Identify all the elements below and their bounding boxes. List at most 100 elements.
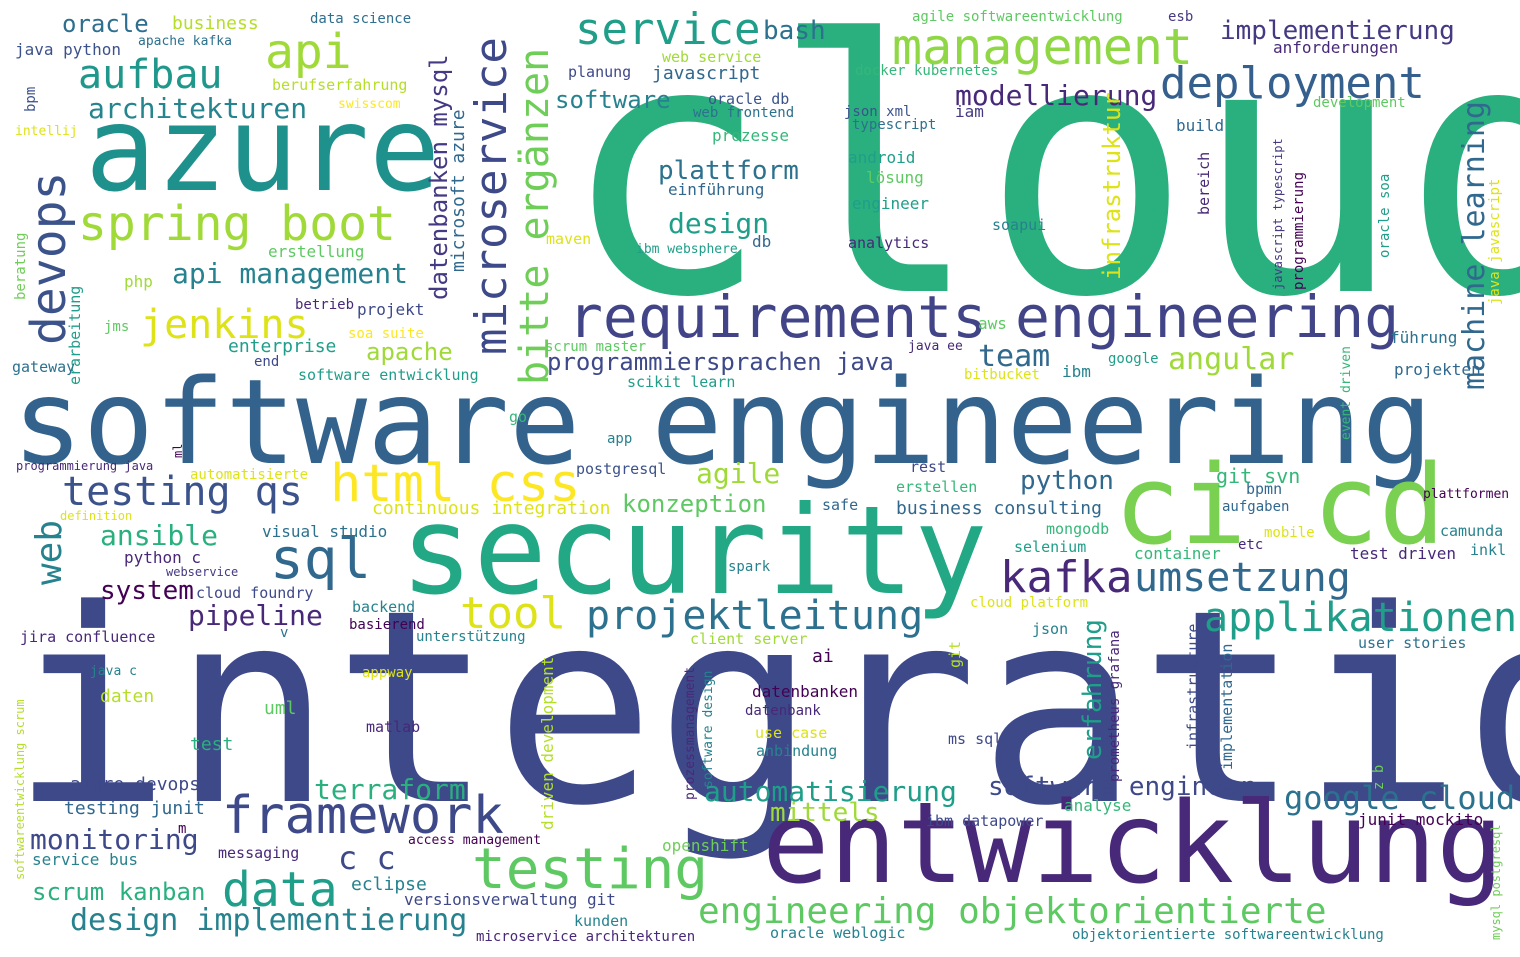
word-cloud-term: google [1108, 351, 1159, 367]
word-cloud-term: system [100, 576, 194, 606]
word-cloud-term: service bus [32, 850, 138, 869]
word-cloud-term: mysql postgresql [1489, 824, 1503, 940]
word-cloud-term: javascript typescript [1271, 138, 1285, 290]
word-cloud-term: programmierung [1291, 171, 1307, 290]
word-cloud-term: anforderungen [1273, 38, 1399, 57]
word-cloud-term: oracle [62, 10, 149, 38]
word-cloud-term: software entwicklung [298, 366, 479, 384]
word-cloud-term: spring boot [78, 196, 396, 252]
word-cloud-term: end [254, 354, 280, 370]
word-cloud-term: erfahrung [1078, 619, 1108, 760]
word-cloud-term: prozessmanagement [683, 666, 698, 800]
word-cloud-term: aufgaben [1222, 499, 1290, 515]
word-cloud-term: engineering objektorientierte [698, 891, 1327, 932]
word-cloud-term: python c [124, 548, 202, 567]
word-cloud-term: api [265, 24, 352, 80]
word-cloud-term: use case [755, 724, 828, 742]
word-cloud-term: go [509, 408, 528, 426]
word-cloud-term: terraform [314, 773, 466, 806]
word-cloud-term: datenbank [745, 703, 821, 719]
word-cloud-term: ibm websphere [636, 242, 738, 257]
word-cloud-term: erstellen [896, 478, 978, 496]
word-cloud-term: soapui [992, 216, 1047, 234]
word-cloud-term: apache [366, 338, 453, 366]
word-cloud-term: user stories [1358, 634, 1467, 652]
word-cloud-term: swisscom [338, 97, 401, 112]
word-cloud-term: management [892, 18, 1194, 76]
word-cloud-term: iam [955, 102, 984, 121]
word-cloud-term: apache kafka [138, 34, 232, 49]
word-cloud-term: framework [222, 786, 504, 846]
word-cloud-term: software design [701, 670, 716, 788]
word-cloud-term: einführung [668, 180, 765, 199]
word-cloud-term: engineering [1015, 283, 1400, 351]
word-cloud-term: projektleitung [586, 593, 924, 639]
word-cloud-term: oracle weblogic [770, 924, 906, 942]
word-cloud-term: programmierung java [16, 459, 154, 473]
word-cloud-term: m [178, 821, 187, 837]
word-cloud-term: bereich [1195, 151, 1213, 215]
word-cloud-term: microservice architekturen [476, 929, 696, 945]
word-cloud-term: plattform [658, 156, 799, 186]
word-cloud-term: projekt [357, 300, 425, 319]
word-cloud-term: junit mockito [1358, 810, 1484, 829]
word-cloud-term: mongodb [1046, 520, 1110, 538]
word-cloud-term: beratung [13, 232, 29, 300]
word-cloud-term: mittels [770, 798, 880, 828]
word-cloud-term: applikationen [1204, 595, 1518, 641]
word-cloud-term: v [280, 625, 289, 641]
word-cloud-term: etc [1238, 537, 1264, 553]
word-cloud-term: ibm [1062, 362, 1091, 381]
word-cloud-term: container [1134, 544, 1221, 563]
word-cloud-term: api management [172, 257, 409, 290]
word-cloud-term: scrum kanban [32, 878, 206, 906]
word-cloud-term: docker kubernetes [855, 63, 999, 79]
word-cloud-term: automatisierung [704, 775, 957, 808]
word-cloud-term: selenium [1014, 538, 1087, 556]
word-cloud-term: java python [15, 40, 121, 59]
word-cloud-term: app [607, 431, 633, 447]
word-cloud-term: android [848, 148, 916, 167]
word-cloud-term: web frontend [693, 105, 795, 121]
word-cloud-term: architekturen [88, 92, 308, 125]
word-cloud-term: bpm [23, 86, 39, 112]
word-cloud-term: requirements [568, 283, 988, 351]
word-cloud-term: driven development [538, 656, 557, 830]
word-cloud-term: team [978, 339, 1051, 374]
word-cloud-term: event driven [1339, 346, 1354, 440]
word-cloud-term: access management [408, 833, 542, 848]
word-cloud-term: führung [1390, 328, 1458, 347]
word-cloud-term: implementation [1218, 643, 1236, 770]
word-cloud-term: appway [362, 665, 413, 681]
word-cloud-term: ci cd [1114, 441, 1446, 569]
word-cloud-term: bpmn [1246, 480, 1283, 498]
word-cloud-term: business [172, 13, 259, 34]
word-cloud-term: objektorientierte softwareentwicklung [1072, 927, 1384, 943]
word-cloud-term: testing qs [62, 469, 303, 515]
word-cloud-term: java ee [908, 339, 963, 354]
word-cloud-term: deployment [1160, 58, 1425, 109]
word-cloud-term: messaging [218, 844, 300, 862]
word-cloud-term: test driven [1350, 544, 1456, 563]
word-cloud-term: unterstützung [416, 629, 526, 645]
word-cloud-term: bitbucket [964, 367, 1040, 383]
word-cloud-term: machine learning [1457, 101, 1492, 390]
word-cloud-term: basierend [349, 617, 425, 633]
word-cloud-term: microsoft azure [448, 109, 469, 272]
word-cloud-term: c c [338, 839, 396, 877]
word-cloud-term: cloud foundry [196, 584, 314, 602]
word-cloud-term: plattformen [1423, 487, 1510, 502]
word-cloud-term: inkl [1470, 541, 1507, 559]
word-cloud-term: implementierung [1220, 16, 1455, 46]
word-cloud-term: intellij [15, 124, 78, 139]
word-cloud-term: google cloud [1284, 779, 1516, 817]
word-cloud-term: azure devops [70, 774, 201, 795]
word-cloud-term: analyse [1064, 796, 1132, 815]
word-cloud-term: jenkins [140, 302, 309, 348]
word-cloud-term: berufserfahrung [272, 76, 408, 94]
word-cloud-term: scikit learn [627, 373, 736, 391]
word-cloud-term: matlab [366, 718, 421, 736]
word-cloud-term: gateway [12, 358, 76, 376]
word-cloud-term: testing junit [64, 798, 205, 819]
word-cloud-term: business consulting [896, 498, 1102, 519]
